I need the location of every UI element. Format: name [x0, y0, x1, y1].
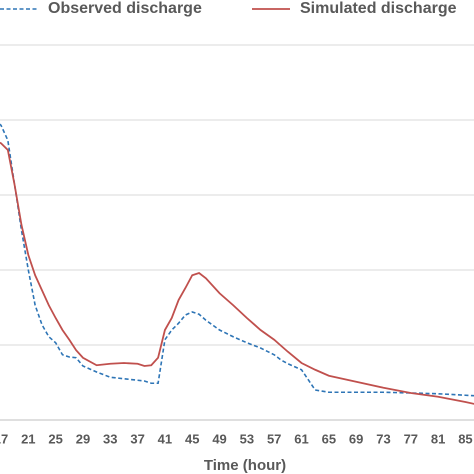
x-tick-label: 61	[294, 431, 308, 446]
x-tick-label: 77	[404, 431, 418, 446]
x-tick-label: 57	[267, 431, 281, 446]
x-tick-label: 69	[349, 431, 363, 446]
x-tick-label: 21	[21, 431, 35, 446]
x-tick-label: 73	[376, 431, 390, 446]
x-tick-label: 37	[130, 431, 144, 446]
x-tick-label: 53	[240, 431, 254, 446]
series-line	[0, 123, 474, 397]
series-line	[0, 141, 474, 405]
x-tick-label: 17	[0, 431, 8, 446]
x-tick-label: 85	[458, 431, 472, 446]
x-axis-title: Time (hour)	[204, 457, 286, 474]
x-tick-label: 33	[103, 431, 117, 446]
x-tick-label: 65	[322, 431, 336, 446]
legend-label: Simulated discharge	[300, 0, 457, 17]
x-tick-label: 41	[158, 431, 172, 446]
x-tick-label: 45	[185, 431, 199, 446]
x-tick-label: 81	[431, 431, 445, 446]
legend-label: Observed discharge	[48, 0, 202, 17]
x-tick-label: 29	[76, 431, 90, 446]
x-tick-label: 25	[48, 431, 62, 446]
x-tick-label: 49	[212, 431, 226, 446]
